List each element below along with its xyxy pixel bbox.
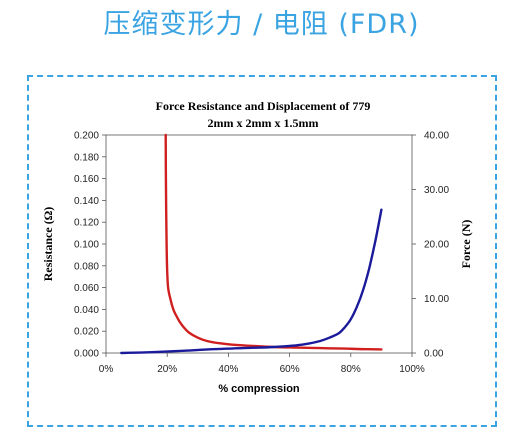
- x-tick-label: 60%: [280, 364, 300, 375]
- y-right-tick-label: 30.00: [424, 185, 449, 196]
- y-left-tick-label: 0.180: [74, 152, 99, 163]
- page-heading: 压缩变形力 / 电阻 (FDR): [103, 9, 420, 40]
- y-left-tick-label: 0.200: [74, 131, 99, 142]
- y-left-tick-label: 0.140: [74, 196, 99, 207]
- x-tick-label: 80%: [341, 364, 361, 375]
- y-left-tick-label: 0.100: [74, 240, 99, 251]
- y-left-tick-label: 0.000: [74, 349, 99, 360]
- x-tick-label: 100%: [399, 364, 425, 375]
- force-line: [120, 208, 383, 355]
- series-layer: [120, 133, 383, 355]
- y-axis-left-label: Resistance (Ω): [41, 207, 55, 282]
- x-axis-label: % compression: [218, 383, 300, 395]
- y-left-tick-label: 0.040: [74, 305, 99, 316]
- x-tick-label: 20%: [157, 364, 177, 375]
- y-right-tick-label: 20.00: [424, 240, 449, 251]
- y-left-tick-label: 0.080: [74, 261, 99, 272]
- y-left-tick-label: 0.060: [74, 283, 99, 294]
- chart-title: Force Resistance and Displacement of 779: [156, 99, 371, 113]
- y-left-tick-label: 0.020: [74, 327, 99, 338]
- y-left-tick-label: 0.120: [74, 218, 99, 229]
- y-right-tick-label: 40.00: [424, 131, 449, 142]
- y-right-tick-label: 0.00: [424, 349, 444, 360]
- y-axis-right-label: Force (N): [459, 220, 473, 269]
- plot-area-border: [105, 134, 413, 354]
- x-tick-label: 0%: [99, 364, 114, 375]
- y-right-tick-label: 10.00: [424, 294, 449, 305]
- chart-frame: [27, 75, 497, 427]
- chart-subtitle: 2mm x 2mm x 1.5mm: [208, 116, 319, 130]
- x-tick-label: 40%: [218, 364, 238, 375]
- y-left-tick-label: 0.160: [74, 174, 99, 185]
- resistance-line: [164, 133, 383, 351]
- chart-axes: 0.000 0.020 0.040 0.060 0.080 0.100 0.120 0.140…: [74, 131, 449, 376]
